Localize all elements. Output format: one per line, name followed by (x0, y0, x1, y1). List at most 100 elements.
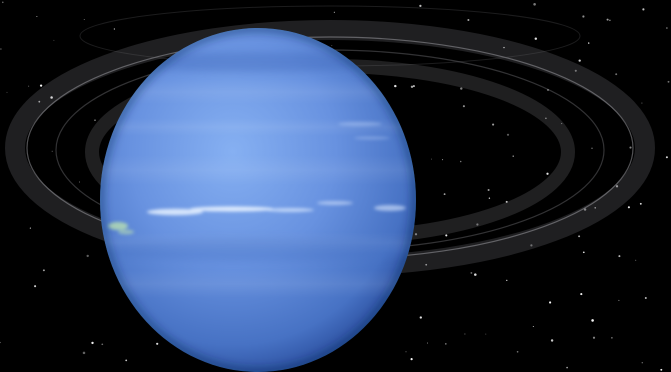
star (582, 251, 585, 254)
star (442, 159, 444, 161)
planet (100, 28, 416, 372)
star (505, 200, 508, 203)
star (419, 4, 422, 8)
star (412, 85, 415, 88)
star (38, 100, 41, 103)
star (566, 366, 568, 369)
dark-band (108, 52, 408, 72)
star (583, 208, 587, 211)
star (28, 85, 30, 87)
cloud-streaks (108, 122, 406, 235)
star (50, 96, 53, 99)
star (83, 19, 85, 20)
star (578, 59, 581, 62)
star (82, 351, 86, 355)
star (464, 333, 466, 335)
star (588, 42, 590, 44)
star (430, 158, 432, 160)
star (639, 202, 642, 205)
star (42, 269, 45, 272)
star (550, 339, 554, 342)
star (503, 46, 505, 49)
star (29, 227, 31, 229)
star (591, 147, 593, 149)
star (615, 73, 618, 76)
star (405, 351, 407, 353)
band (100, 80, 416, 104)
star (459, 160, 462, 163)
star (641, 102, 643, 104)
star (574, 69, 577, 72)
star (94, 119, 96, 122)
star (618, 255, 621, 258)
star (156, 342, 159, 345)
star (635, 259, 637, 261)
star (546, 172, 549, 175)
star (443, 193, 446, 196)
band (100, 270, 416, 298)
star (101, 343, 104, 346)
star (444, 343, 447, 345)
star (532, 326, 534, 327)
star (331, 44, 333, 46)
star (666, 27, 668, 29)
star (462, 105, 465, 108)
star (419, 316, 422, 319)
star (591, 319, 594, 322)
star (667, 80, 670, 83)
star (474, 273, 477, 276)
star (592, 336, 596, 339)
star (578, 235, 581, 238)
star (51, 150, 53, 152)
star (492, 123, 495, 126)
star (606, 18, 609, 21)
star (113, 28, 116, 30)
star (609, 19, 611, 22)
star (618, 299, 620, 301)
star (665, 156, 668, 159)
star (611, 337, 613, 339)
star (615, 185, 619, 188)
star (476, 223, 479, 226)
star (512, 155, 514, 157)
star (580, 293, 583, 296)
star (125, 359, 128, 362)
star (547, 89, 549, 91)
star (627, 206, 630, 209)
star (394, 84, 397, 88)
star (34, 285, 37, 288)
star (485, 333, 487, 335)
star (642, 8, 645, 11)
star (660, 368, 663, 371)
star (0, 48, 2, 50)
star (644, 297, 647, 299)
star (6, 91, 8, 93)
star (534, 37, 538, 40)
dark-band (100, 238, 416, 262)
star (460, 87, 463, 90)
star (506, 133, 510, 136)
star (561, 123, 563, 125)
star (629, 146, 632, 149)
star (91, 341, 94, 345)
star (426, 342, 428, 344)
star (79, 181, 80, 183)
star (410, 358, 413, 361)
star (549, 301, 552, 304)
band (100, 118, 416, 136)
star (545, 117, 547, 120)
star (0, 341, 1, 344)
band (100, 155, 416, 185)
star (2, 1, 4, 4)
star (414, 233, 418, 236)
star (530, 244, 533, 247)
star (594, 207, 596, 209)
star (582, 15, 585, 18)
star (506, 279, 508, 282)
star (470, 271, 473, 274)
star (86, 254, 89, 258)
star (641, 361, 644, 364)
star (533, 3, 536, 6)
